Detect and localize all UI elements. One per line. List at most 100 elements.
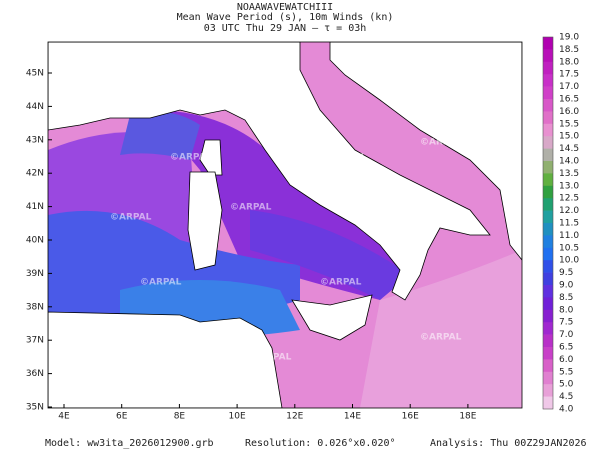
colorbar-segment [543, 185, 553, 199]
lon-label: 8E [174, 412, 186, 422]
lat-label: 38N [26, 302, 44, 312]
colorbar-label: 5.0 [559, 380, 574, 390]
watermark: ©ARPAL [250, 353, 292, 363]
lat-label: 43N [26, 135, 44, 145]
lon-label: 16E [402, 412, 419, 422]
watermark: ©ARPAL [420, 138, 462, 148]
colorbar-label: 4.0 [559, 405, 574, 415]
watermark: ©ARPAL [380, 193, 422, 203]
colorbar-segment [543, 49, 553, 63]
colorbar-segment [543, 285, 553, 298]
colorbar-label: 9.0 [559, 281, 574, 291]
colorbar-segment [543, 359, 553, 373]
watermark: ©ARPAL [420, 333, 462, 343]
watermark: ©ARPAL [260, 98, 302, 108]
colorbar-label: 19.0 [559, 33, 579, 43]
sea-blue [120, 111, 200, 160]
lon-label: 14E [344, 412, 361, 422]
watermark: ©ARPAL [90, 48, 132, 58]
colorbar-label: 14.0 [559, 157, 579, 167]
colorbar-label: 17.0 [559, 82, 579, 92]
lat-label: 42N [26, 169, 44, 179]
colorbar-segment [543, 347, 553, 360]
colorbar-label: 9.5 [559, 268, 573, 278]
colorbar-segment [543, 334, 553, 348]
watermark: ©ARPAL [140, 278, 182, 288]
lat-label: 44N [26, 102, 44, 112]
colorbar-segment [543, 148, 553, 162]
colorbar-label: 7.0 [559, 330, 574, 340]
colorbar-label: 5.5 [559, 367, 573, 377]
colorbar-segment [543, 111, 553, 125]
colorbar-label: 6.5 [559, 343, 573, 353]
colorbar-label: 13.0 [559, 181, 579, 191]
lat-label: 37N [26, 336, 44, 346]
colorbar-label: 18.5 [559, 45, 579, 55]
colorbar-label: 4.5 [559, 392, 573, 402]
colorbar-label: 7.5 [559, 318, 573, 328]
title-line: 03 UTC Thu 29 JAN — τ = 03h [204, 23, 367, 34]
colorbar-label: 12.5 [559, 194, 579, 204]
lon-label: 10E [229, 412, 246, 422]
colorbar-segment [543, 61, 553, 75]
watermark: ©ARPAL [320, 278, 362, 288]
title-line: Mean Wave Period (s), 10m Winds (kn) [177, 12, 394, 23]
colorbar-segment [543, 86, 553, 100]
colorbar-segment [543, 223, 553, 236]
colorbar-label: 17.5 [559, 70, 579, 80]
title-line: NOAAWAVEWATCHIII [237, 2, 333, 13]
lon-label: 18E [459, 412, 476, 422]
colorbar-label: 12.0 [559, 206, 579, 216]
colorbar-label: 15.0 [559, 132, 579, 142]
lat-label: 45N [26, 69, 44, 79]
lat-label: 40N [26, 236, 44, 246]
colorbar-label: 15.5 [559, 119, 579, 129]
watermark: ©ARPAL [170, 153, 212, 163]
colorbar-label: 18.0 [559, 57, 579, 67]
footer-resolution: Resolution: 0.026°x0.020° [245, 438, 396, 449]
colorbar-label: 14.5 [559, 144, 579, 154]
colorbar-segment [543, 99, 553, 112]
colorbar-label: 11.5 [559, 219, 579, 229]
colorbar-segment [543, 297, 553, 311]
colorbar-label: 16.0 [559, 107, 579, 117]
map [47, 41, 523, 409]
lat-label: 39N [26, 269, 44, 279]
colorbar-segment [543, 37, 553, 50]
watermark: ©ARPAL [325, 153, 367, 163]
map-frame [47, 41, 523, 409]
colorbar-segment [543, 74, 553, 87]
colorbar-label: 8.0 [559, 305, 574, 315]
colorbar-segment [543, 136, 553, 149]
colorbar-segment [543, 173, 553, 187]
colorbar-segment [543, 322, 553, 335]
colorbar-label: 11.0 [559, 231, 579, 241]
colorbar-segment [543, 210, 553, 224]
lat-label: 36N [26, 369, 44, 379]
watermark: ©ARPAL [230, 203, 272, 213]
colorbar-segment [543, 235, 553, 249]
lon-label: 6E [116, 412, 128, 422]
colorbar-segment [543, 272, 553, 286]
footer-model: Model: ww3ita_2026012900.grb [45, 438, 214, 449]
sea-pink [360, 250, 522, 408]
colorbar-segment [543, 198, 553, 211]
colorbar-segment [543, 123, 553, 137]
lat-label: 41N [26, 202, 44, 212]
colorbar-label: 8.5 [559, 293, 573, 303]
colorbar-segment [543, 371, 553, 385]
lon-label: 4E [58, 412, 70, 422]
colorbar-label: 13.5 [559, 169, 579, 179]
colorbar-label: 10.5 [559, 243, 579, 253]
colorbar-segment [543, 384, 553, 397]
colorbar-segment [543, 396, 553, 410]
colorbar-label: 6.0 [559, 355, 574, 365]
colorbar-segment [543, 260, 553, 273]
lat-label: 35N [26, 403, 44, 413]
watermark: ©ARPAL [90, 353, 132, 363]
colorbar-segment [543, 161, 553, 174]
land [48, 42, 522, 408]
footer-analysis: Analysis: Thu 00Z29JAN2026 [430, 438, 587, 449]
colorbar-segment [543, 309, 553, 323]
colorbar-label: 16.5 [559, 95, 579, 105]
